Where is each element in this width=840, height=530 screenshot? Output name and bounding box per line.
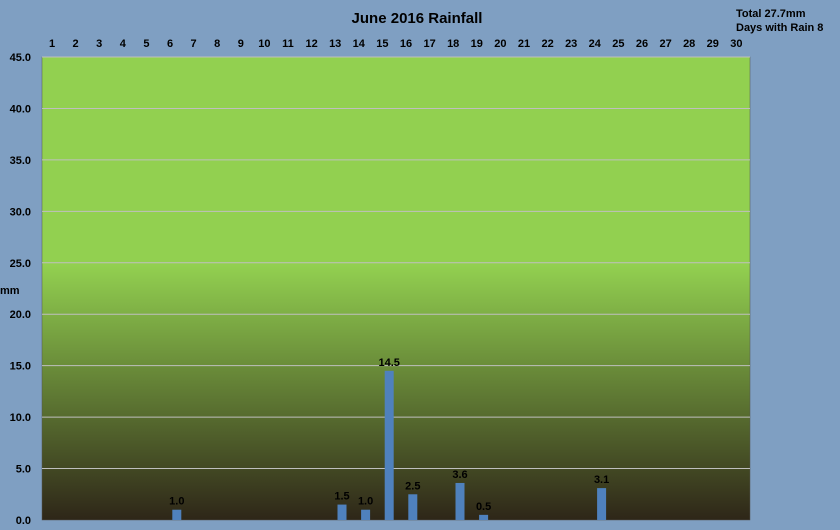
x-tick-label: 12	[305, 38, 317, 50]
x-tick-label: 17	[423, 38, 435, 50]
y-tick-label: 40.0	[10, 103, 31, 115]
x-tick-label: 30	[730, 38, 742, 50]
data-label-day-24: 3.1	[594, 474, 609, 486]
bar-day-15	[384, 370, 394, 520]
bar-day-24	[597, 488, 607, 520]
x-tick-label: 18	[447, 38, 459, 50]
bar-series	[172, 370, 607, 520]
y-axis-label: mm	[0, 285, 20, 297]
x-tick-label: 21	[518, 38, 530, 50]
data-label-day-18: 3.6	[452, 469, 467, 481]
x-tick-label: 7	[191, 38, 197, 50]
x-tick-label: 29	[707, 38, 719, 50]
y-tick-label: 45.0	[10, 52, 31, 64]
data-label-day-14: 1.0	[358, 496, 373, 508]
x-tick-label: 1	[49, 38, 55, 50]
data-label-day-15: 14.5	[378, 357, 399, 369]
bar-day-14	[361, 509, 371, 520]
x-tick-label: 5	[143, 38, 149, 50]
data-label-day-13: 1.5	[334, 491, 349, 503]
x-tick-labels: 1 2 3 4 5 6 7 8 9 10 11 12 13 14 15 16 17 18 19 20 21 22 23 24 2…	[49, 38, 743, 50]
x-tick-label: 19	[471, 38, 483, 50]
rain-days-summary: Days with Rain 8	[736, 22, 823, 34]
bar-day-6	[172, 509, 182, 520]
chart-title: June 2016 Rainfall	[352, 10, 483, 27]
x-tick-label: 2	[73, 38, 79, 50]
x-tick-label: 13	[329, 38, 341, 50]
x-tick-label: 23	[565, 38, 577, 50]
data-label-day-16: 2.5	[405, 480, 420, 492]
x-tick-label: 4	[120, 38, 127, 50]
x-tick-label: 10	[258, 38, 270, 50]
x-tick-label: 20	[494, 38, 506, 50]
y-tick-label: 5.0	[16, 464, 31, 476]
y-tick-labels: 0.0 5.0 10.0 15.0 20.0 25.0 30.0 35.0 40.0 45.0	[10, 52, 31, 527]
x-tick-label: 6	[167, 38, 173, 50]
y-tick-label: 0.0	[16, 515, 31, 527]
y-tick-label: 35.0	[10, 155, 31, 167]
y-tick-label: 30.0	[10, 206, 31, 218]
x-tick-label: 9	[238, 38, 244, 50]
y-tick-label: 20.0	[10, 309, 31, 321]
bar-day-13	[337, 504, 347, 520]
data-labels: 1.0 1.5 1.0 14.5 2.5 3.6 0.5 3.1	[169, 357, 609, 513]
data-label-day-6: 1.0	[169, 496, 184, 508]
x-tick-label: 16	[400, 38, 412, 50]
x-tick-label: 8	[214, 38, 220, 50]
x-tick-label: 3	[96, 38, 102, 50]
x-tick-label: 15	[376, 38, 388, 50]
x-tick-label: 11	[282, 38, 294, 50]
y-tick-label: 25.0	[10, 258, 31, 270]
plot-area	[41, 56, 751, 521]
x-tick-label: 22	[541, 38, 553, 50]
x-tick-label: 27	[659, 38, 671, 50]
y-tick-label: 15.0	[10, 361, 31, 373]
bar-day-18	[455, 482, 465, 520]
x-tick-label: 25	[612, 38, 624, 50]
bar-day-16	[408, 494, 418, 520]
data-label-day-19: 0.5	[476, 501, 491, 513]
x-tick-label: 14	[353, 38, 366, 50]
x-tick-label: 26	[636, 38, 648, 50]
x-tick-label: 28	[683, 38, 695, 50]
gridlines	[42, 56, 750, 470]
total-summary: Total 27.7mm	[736, 8, 806, 20]
y-tick-label: 10.0	[10, 412, 31, 424]
bar-day-19	[479, 514, 489, 520]
x-tick-label: 24	[589, 38, 602, 50]
